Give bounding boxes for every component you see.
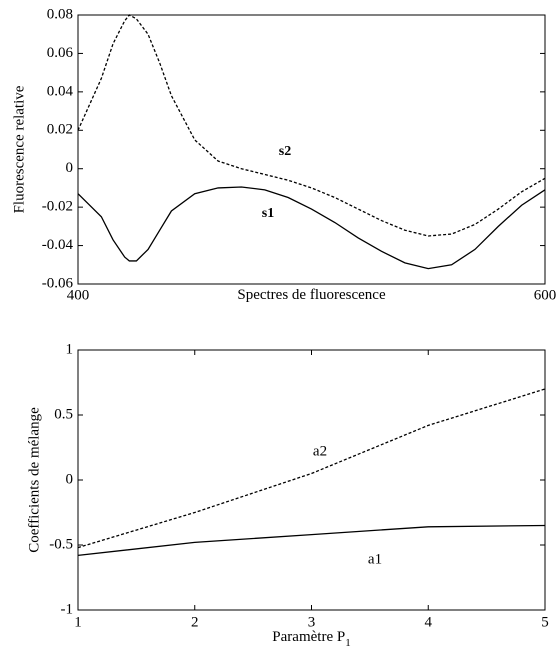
y-tick-label: 0.04 xyxy=(47,83,74,99)
x-tick-label: 600 xyxy=(534,287,556,303)
x-tick-label: 1 xyxy=(74,614,82,630)
y-tick-label: -0.06 xyxy=(42,275,74,291)
y-tick-label: -1 xyxy=(61,601,74,617)
x-tick-label: 4 xyxy=(425,614,433,630)
series-line xyxy=(77,524,546,557)
x-axis-label: Spectres de fluorescence xyxy=(237,287,386,303)
series-label: a2 xyxy=(313,443,327,459)
y-tick-label: 0.02 xyxy=(47,122,73,138)
series-line xyxy=(77,186,546,270)
x-tick-label: 400 xyxy=(67,287,90,303)
series-label: a1 xyxy=(368,551,382,567)
y-tick-label: -0.04 xyxy=(42,237,74,253)
x-axis-label-text: Paramètre P xyxy=(272,629,345,645)
y-axis-label: Fluorescence relative xyxy=(11,85,27,213)
series-line xyxy=(77,14,546,237)
series-label: s2 xyxy=(279,144,291,159)
x-axis-label-text: Spectres de fluorescence xyxy=(237,287,386,303)
y-tick-label: 0.06 xyxy=(47,45,74,61)
y-tick-label: 0.08 xyxy=(47,6,73,22)
x-axis-label: Paramètre P1 xyxy=(272,629,350,648)
x-axis-label-subscript: 1 xyxy=(345,637,351,649)
y-tick-label: 0.5 xyxy=(54,406,73,422)
x-tick-label: 2 xyxy=(191,614,199,630)
series-label: s1 xyxy=(262,206,274,221)
y-tick-label: -0.5 xyxy=(49,536,73,552)
plot-frame xyxy=(77,349,546,611)
y-tick-label: 1 xyxy=(66,341,74,357)
x-tick-label: 3 xyxy=(308,614,316,630)
y-axis-label: Coefficients de mélange xyxy=(26,407,42,553)
series-line xyxy=(77,388,546,549)
x-tick-label: 5 xyxy=(541,614,549,630)
y-tick-label: 0 xyxy=(66,160,74,176)
y-tick-label: 0 xyxy=(66,471,74,487)
plot-frame xyxy=(77,14,546,285)
y-tick-label: -0.02 xyxy=(42,199,73,215)
